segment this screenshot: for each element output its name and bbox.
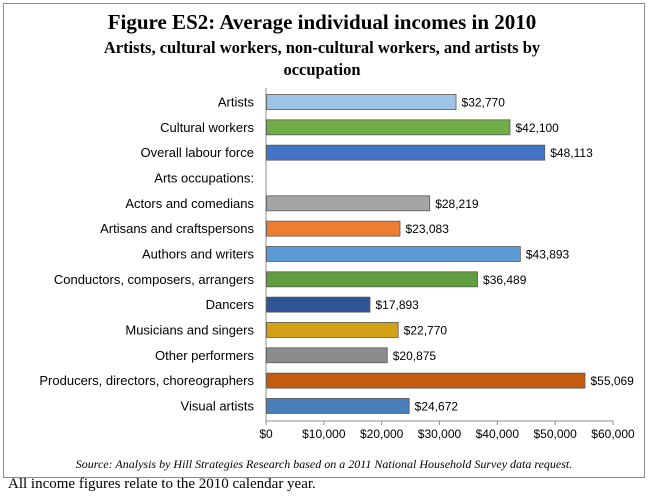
data-label: $20,875 (393, 349, 437, 363)
category-label: Conductors, composers, arrangers (54, 272, 255, 287)
bar (266, 246, 521, 262)
x-tick-label: $10,000 (302, 427, 346, 441)
bar (266, 296, 371, 313)
x-tick-label: $20,000 (360, 427, 404, 441)
bar (266, 322, 399, 338)
bar (266, 271, 478, 288)
data-label: $28,219 (435, 197, 479, 211)
bar (266, 195, 431, 212)
data-label: $22,770 (404, 323, 448, 337)
x-tick-label: $50,000 (533, 427, 577, 441)
category-label: Arts occupations: (154, 170, 254, 185)
bar (266, 119, 511, 136)
category-label: Authors and writers (142, 246, 254, 261)
data-label: $48,113 (550, 146, 593, 160)
bar (266, 220, 401, 237)
category-label: Overall labour force (141, 145, 254, 160)
category-label: Producers, directors, choreographers (39, 373, 254, 388)
category-label: Artists (218, 95, 255, 110)
data-label: $23,083 (405, 222, 449, 236)
footnote: All income figures relate to the 2010 ca… (8, 476, 316, 492)
bar-chart: Figure ES2: Average individual incomes i… (39, 10, 635, 471)
data-label: $55,069 (590, 374, 634, 388)
bar (266, 347, 388, 364)
bar (266, 144, 546, 161)
data-label: $43,893 (526, 247, 570, 261)
data-label: $24,672 (415, 399, 459, 413)
data-label: $32,770 (462, 96, 506, 110)
category-label: Actors and comedians (125, 196, 254, 211)
plot-area: $0 $10,000 $20,000 $30,000 $40,000 $50,000 $60… (39, 88, 635, 441)
chart-subtitle-line-2: occupation (283, 60, 360, 79)
x-tick-label: $30,000 (418, 427, 462, 441)
x-tick-label: $40,000 (476, 427, 520, 441)
chart-title: Figure ES2: Average individual incomes i… (108, 10, 537, 34)
category-label: Dancers (206, 297, 255, 312)
category-label: Visual artists (181, 398, 255, 413)
x-tick-label: $0 (259, 427, 273, 441)
category-label: Cultural workers (160, 120, 254, 135)
chart-subtitle-line-1: Artists, cultural workers, non-cultural … (104, 38, 541, 57)
x-tick-label: $60,000 (591, 427, 635, 441)
data-label: $42,100 (515, 121, 559, 135)
data-label: $17,893 (375, 298, 419, 312)
category-label: Other performers (155, 348, 254, 363)
category-label: Musicians and singers (125, 322, 254, 337)
source-note: Source: Analysis by Hill Strategies Rese… (76, 457, 572, 471)
bar (266, 94, 457, 110)
bar (266, 398, 410, 414)
bar (266, 372, 586, 389)
data-label: $36,489 (483, 273, 527, 287)
category-label: Artisans and craftspersons (100, 221, 254, 236)
